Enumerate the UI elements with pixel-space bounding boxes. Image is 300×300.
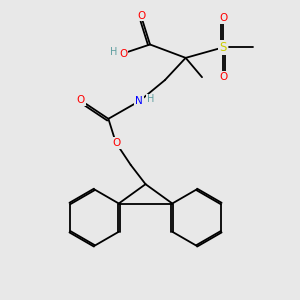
Text: O: O (219, 72, 227, 82)
Text: O: O (119, 49, 128, 59)
Text: N: N (135, 96, 143, 106)
Text: O: O (112, 138, 121, 148)
Text: H: H (110, 47, 117, 57)
Text: S: S (219, 41, 226, 54)
Text: O: O (137, 11, 145, 21)
Text: O: O (219, 13, 227, 23)
Text: O: O (76, 95, 85, 105)
Text: H: H (147, 94, 155, 104)
